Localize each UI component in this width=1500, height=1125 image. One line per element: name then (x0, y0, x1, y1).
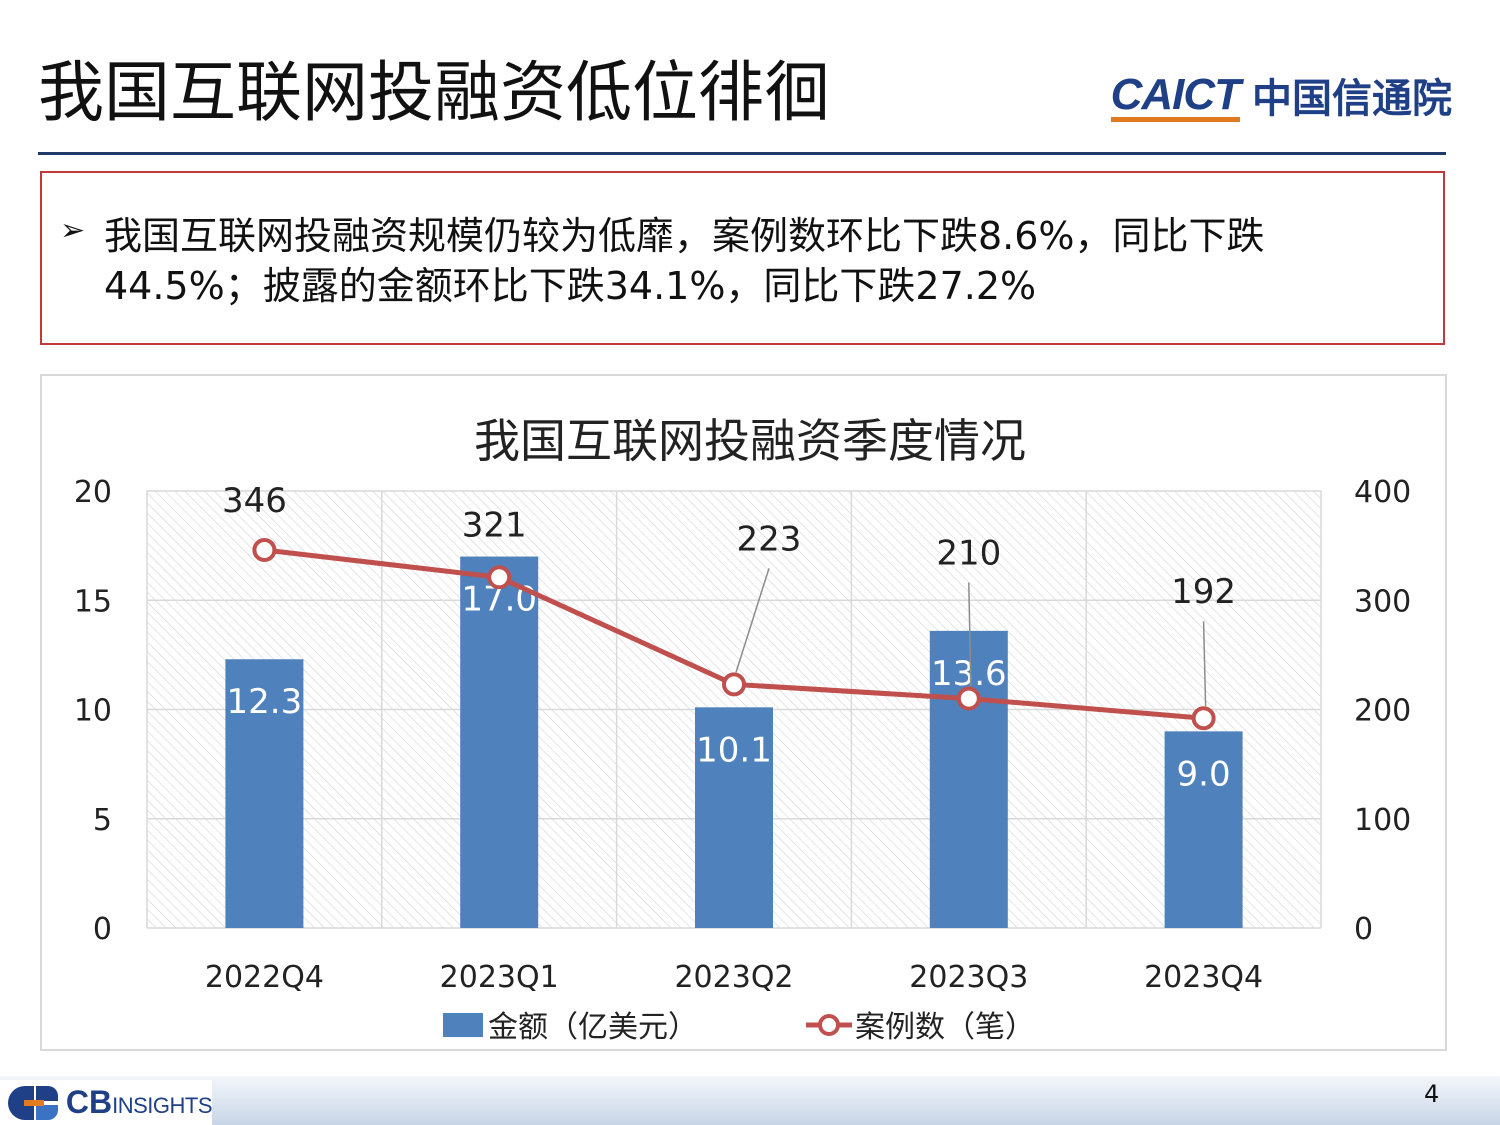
y-left-tick-label: 5 (93, 803, 112, 838)
leader-line (1202, 621, 1207, 707)
cb-insights-wordmark: CBINSIGHTS (65, 1084, 213, 1120)
caict-logo-zh: 中国信通院 (1252, 76, 1452, 122)
line-value-label: 223 (737, 519, 802, 559)
legend-swatch-bar (443, 1013, 483, 1037)
leader-line (968, 582, 972, 687)
chart-title: 我国互联网投融资季度情况 (474, 414, 1026, 468)
y-left-tick-label: 20 (74, 475, 112, 510)
x-tick-label: 2022Q4 (205, 960, 324, 995)
line-point (487, 565, 512, 590)
footer-band (0, 1076, 1500, 1125)
summary-text: 我国互联网投融资规模仍较为低靡，案例数环比下跌8.6%，同比下跌44.5%；披露… (104, 214, 1265, 308)
legend-label-line: 案例数（笔） (855, 1010, 1035, 1045)
bar (225, 659, 304, 928)
y-right-tick-label: 100 (1354, 803, 1411, 838)
legend: 金额（亿美元） 案例数（笔） (443, 1010, 1035, 1045)
line-value-label: 321 (462, 505, 527, 545)
bar (1164, 731, 1243, 928)
bullet-arrow-icon: ➢ (60, 213, 86, 248)
caict-logo-en: CAICT (1110, 70, 1241, 122)
cb-insights-logo: CBINSIGHTS (0, 1080, 212, 1125)
y-right-tick-label: 200 (1354, 694, 1411, 729)
bar-value-label: 12.3 (227, 682, 303, 722)
legend-label-bar: 金额（亿美元） (488, 1010, 698, 1045)
bar-series (225, 556, 1243, 928)
x-tick-label: 2023Q4 (1144, 960, 1263, 995)
bar (695, 707, 773, 928)
line-point (1191, 706, 1216, 731)
bar-value-label: 9.0 (1177, 754, 1231, 794)
line-point (252, 537, 277, 562)
summary-box: ➢ 我国互联网投融资规模仍较为低靡，案例数环比下跌8.6%，同比下跌44.5%；… (40, 171, 1445, 345)
bar (460, 556, 539, 928)
x-tick-label: 2023Q3 (909, 960, 1028, 995)
y-right-tick-label: 0 (1354, 912, 1373, 947)
line-value-label: 210 (936, 534, 1001, 574)
legend-swatch-marker (818, 1014, 840, 1036)
cb-insights-mark-icon (8, 1085, 60, 1120)
bar (929, 630, 1008, 928)
line-point (956, 686, 981, 711)
y-right-tick-label: 300 (1354, 584, 1411, 619)
line-point (722, 672, 746, 697)
leader-lines (735, 568, 1207, 707)
x-tick-label: 2023Q2 (674, 960, 793, 995)
page-number: 4 (1424, 1080, 1440, 1108)
grid-lines (146, 490, 1322, 929)
line-value-label: 346 (222, 481, 287, 521)
title-divider (38, 152, 1446, 155)
bar-value-label: 10.1 (696, 730, 772, 770)
x-tick-label: 2023Q1 (440, 960, 559, 995)
line-value-label: 192 (1171, 572, 1236, 612)
line-series (252, 537, 1216, 731)
y-left-tick-label: 15 (74, 584, 112, 619)
leader-line (735, 568, 770, 673)
line-labels: 346 321 223 210 192 (222, 481, 1236, 612)
y-right-tick-label: 400 (1354, 475, 1411, 510)
y-left-tick-label: 0 (93, 912, 112, 947)
y-left-tick-label: 10 (74, 694, 112, 729)
caict-logo: CAICT 中国信通院 (1110, 70, 1452, 122)
slide-title: 我国互联网投融资低位徘徊 (38, 54, 830, 131)
